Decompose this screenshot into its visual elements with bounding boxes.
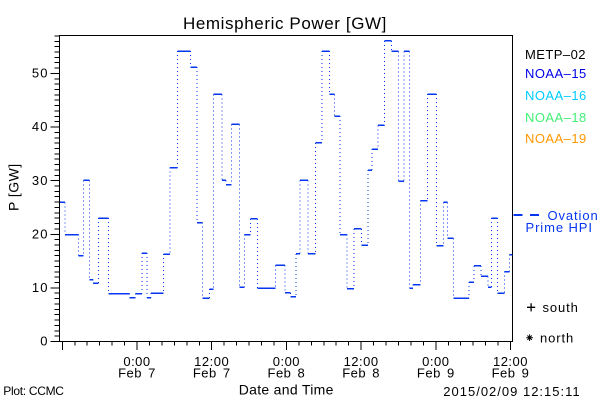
svg-text:Feb 7: Feb 7	[118, 366, 156, 381]
svg-text:P [GW]: P [GW]	[5, 163, 21, 211]
svg-text:Feb 8: Feb 8	[268, 366, 306, 381]
svg-text:0:00: 0:00	[422, 354, 449, 369]
svg-text:0:00: 0:00	[123, 354, 150, 369]
svg-text:METP–02: METP–02	[525, 47, 586, 62]
svg-text:20: 20	[32, 226, 49, 241]
svg-text:NOAA–16: NOAA–16	[525, 88, 587, 103]
svg-text:0: 0	[40, 334, 48, 349]
svg-text:Feb 7: Feb 7	[193, 366, 231, 381]
svg-text:Ovation: Ovation	[548, 208, 599, 223]
svg-text:Date and Time: Date and Time	[239, 382, 334, 398]
svg-text:2015/02/09 12:15:11: 2015/02/09 12:15:11	[443, 384, 580, 399]
svg-text:NOAA–18: NOAA–18	[525, 110, 587, 125]
svg-text:40: 40	[32, 119, 49, 134]
svg-text:NOAA–15: NOAA–15	[525, 66, 587, 81]
svg-text:12:00: 12:00	[344, 354, 379, 369]
svg-text:50: 50	[32, 66, 49, 81]
svg-text:Feb 8: Feb 8	[342, 366, 380, 381]
svg-text:12:00: 12:00	[493, 354, 528, 369]
svg-text:Hemispheric Power [GW]: Hemispheric Power [GW]	[183, 14, 387, 33]
svg-text:north: north	[540, 330, 574, 345]
svg-text:Prime HPI: Prime HPI	[526, 220, 593, 235]
svg-text:Feb 9: Feb 9	[492, 366, 530, 381]
svg-text:0:00: 0:00	[273, 354, 300, 369]
svg-text:12:00: 12:00	[194, 354, 229, 369]
svg-text:NOAA–19: NOAA–19	[525, 131, 587, 146]
svg-text:Feb 9: Feb 9	[417, 366, 455, 381]
svg-text:10: 10	[32, 280, 49, 295]
svg-text:Plot: CCMC: Plot: CCMC	[3, 384, 64, 398]
svg-text:south: south	[543, 300, 579, 315]
svg-text:30: 30	[32, 173, 49, 188]
